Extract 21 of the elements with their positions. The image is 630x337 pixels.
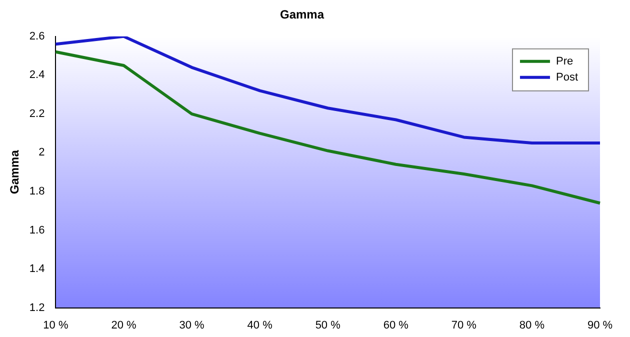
x-tick-label: 50 % [315, 319, 341, 332]
x-tick-label: 90 % [587, 319, 613, 332]
y-axis-title: Gamma [8, 150, 22, 194]
y-tick-label: 2.2 [29, 108, 45, 120]
y-tick-label: 1.4 [29, 263, 45, 276]
x-tick-label: 60 % [383, 319, 409, 332]
chart-title: Gamma [280, 8, 324, 22]
y-tick-label: 1.2 [29, 302, 45, 314]
x-tick-label: 40 % [247, 319, 273, 332]
legend-label: Pre [556, 55, 574, 68]
legend-label: Post [556, 71, 578, 84]
x-tick-label: 10 % [43, 319, 68, 332]
x-tick-label: 70 % [451, 319, 477, 332]
y-tick-label: 2 [38, 146, 45, 159]
x-tick-label: 30 % [179, 319, 205, 332]
y-tick-label: 1.6 [29, 224, 45, 236]
y-tick-label: 2.4 [29, 69, 45, 82]
x-tick-label: 80 % [519, 319, 545, 332]
y-tick-label: 2.6 [29, 30, 45, 42]
y-tick-label: 1.8 [29, 186, 45, 198]
x-tick-label: 20 % [111, 319, 136, 332]
